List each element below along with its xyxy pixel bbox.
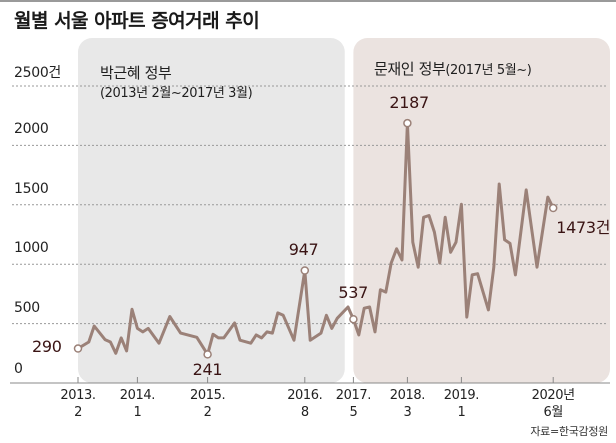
x-tick-month: 1 xyxy=(457,405,466,420)
park-government-range: (2013년 2월~2017년 3월) xyxy=(100,86,253,101)
y-tick-label: 1500 xyxy=(14,180,49,197)
chart-title: 월별 서울 아파트 증여거래 추이 xyxy=(14,10,260,32)
top-border xyxy=(0,0,616,2)
x-tick-year: 2017. xyxy=(335,388,372,403)
x-tick-year: 2014. xyxy=(119,388,156,403)
y-tick-label: 500 xyxy=(14,299,40,316)
annotation-marker xyxy=(73,344,83,353)
data-label: 290 xyxy=(32,336,62,356)
annotation-markers xyxy=(73,118,558,359)
annotation-marker xyxy=(349,314,358,324)
x-tick-month: 2 xyxy=(203,405,212,420)
data-label: 537 xyxy=(338,283,369,303)
x-tick-year: 2016. xyxy=(287,388,323,403)
x-tick-month: 2 xyxy=(74,405,82,420)
x-tick-month: 1 xyxy=(133,405,142,420)
data-label: 947 xyxy=(288,240,319,260)
x-tick-month: 5 xyxy=(349,405,358,420)
moon-government-label: 문재인 정부(2017년 5월~) xyxy=(374,58,532,79)
park-government-label: 박근혜 정부 xyxy=(100,64,172,82)
annotation-marker xyxy=(300,266,310,275)
annotation-marker xyxy=(203,350,212,359)
source-note: 자료=한국감정원 xyxy=(530,425,608,438)
x-tick-month: 8 xyxy=(300,405,309,420)
data-label: 2187 xyxy=(389,93,429,113)
y-tick-label: 1000 xyxy=(14,240,49,257)
x-tick-label: 2013. 2 xyxy=(48,387,108,421)
x-tick-year: 2020년 xyxy=(531,388,575,403)
x-tick-marks xyxy=(77,377,554,383)
x-tick-month: 6월 xyxy=(543,405,563,420)
x-tick-year: 2013. xyxy=(60,388,96,403)
x-tick-label: 2016. 8 xyxy=(275,387,335,421)
x-tick-year: 2015. xyxy=(189,388,226,403)
x-tick-label: 2019. 1 xyxy=(431,387,491,421)
annotation-marker xyxy=(403,118,412,128)
x-tick-label: 2015. 2 xyxy=(178,387,238,421)
x-tick-year: 2019. xyxy=(443,388,480,403)
x-tick-label: 2017. 5 xyxy=(323,387,383,421)
annotation-marker xyxy=(548,203,558,213)
park-government-panel xyxy=(78,38,345,383)
moon-government-range: (2017년 5월~) xyxy=(445,63,532,78)
series-line xyxy=(77,121,555,356)
data-label: 1473건 xyxy=(556,218,611,237)
y-tick-label: 2000 xyxy=(14,121,49,138)
x-tick-label: 2020년 6월 xyxy=(523,387,583,421)
data-label: 241 xyxy=(192,360,223,380)
moon-government-panel xyxy=(353,38,610,383)
x-tick-year: 2018. xyxy=(389,388,426,403)
x-tick-label: 2014. 1 xyxy=(107,387,167,421)
moon-government-name: 문재인 정부 xyxy=(374,60,446,78)
y-tick-label: 2500건 xyxy=(14,65,62,81)
x-tick-month: 3 xyxy=(403,405,412,420)
x-tick-label: 2018. 3 xyxy=(377,387,437,421)
y-tick-label: 0 xyxy=(14,361,23,377)
